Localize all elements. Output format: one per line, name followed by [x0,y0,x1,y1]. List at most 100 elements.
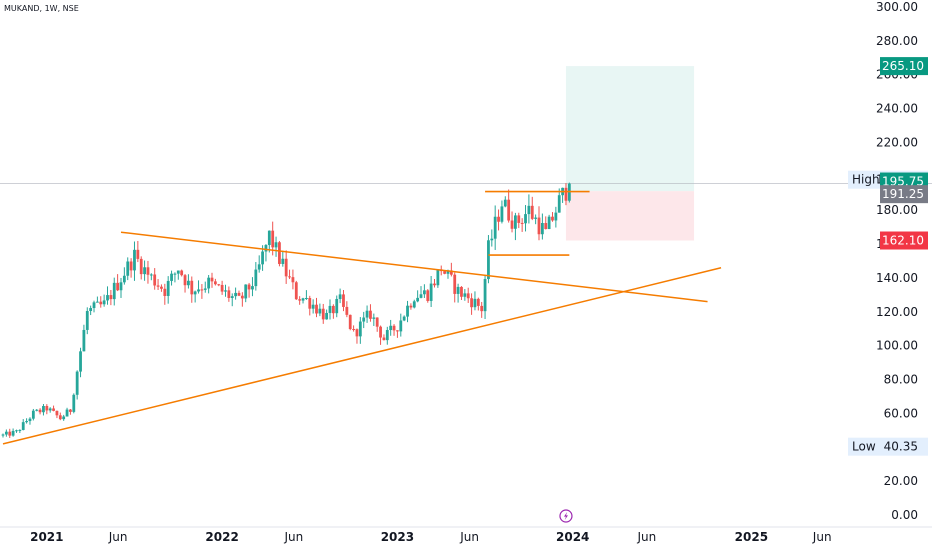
candle[interactable] [257,264,261,270]
candle[interactable] [564,187,568,201]
candle[interactable] [463,293,467,297]
candle[interactable] [45,406,49,411]
candle[interactable] [369,310,372,319]
candle[interactable] [197,289,200,292]
candle[interactable] [173,273,177,275]
candle[interactable] [389,325,393,331]
candle[interactable] [375,317,379,327]
candle[interactable] [487,240,490,280]
candle[interactable] [298,299,302,301]
candle[interactable] [89,308,93,312]
candle[interactable] [129,261,133,271]
candle[interactable] [156,285,160,287]
candle[interactable] [554,212,558,221]
candle[interactable] [325,312,329,320]
candle[interactable] [527,205,531,215]
candle[interactable] [187,280,190,286]
candle[interactable] [203,288,207,290]
candle[interactable] [436,269,440,286]
candle[interactable] [490,238,494,241]
candle[interactable] [261,251,264,265]
candle[interactable] [31,410,35,419]
candle[interactable] [372,317,376,319]
candle[interactable] [429,283,433,301]
candle[interactable] [126,261,130,276]
candle[interactable] [342,294,345,307]
candle[interactable] [220,284,224,292]
candle[interactable] [422,290,426,295]
candle[interactable] [207,277,211,289]
lightning-icon[interactable] [559,509,573,523]
candle[interactable] [69,409,72,412]
candle[interactable] [52,408,55,411]
candle[interactable] [524,214,527,224]
candle[interactable] [520,222,524,224]
candle[interactable] [58,415,62,420]
candle[interactable] [449,270,453,275]
candle[interactable] [382,337,386,341]
candle[interactable] [244,284,248,299]
candle[interactable] [534,217,538,219]
candle[interactable] [254,269,258,287]
trendline[interactable] [2,267,722,445]
candle[interactable] [92,302,96,309]
candle[interactable] [433,283,436,286]
candle[interactable] [4,431,8,435]
candle[interactable] [85,311,89,330]
trendline[interactable] [120,231,708,303]
candle[interactable] [338,294,342,299]
candle[interactable] [358,321,362,337]
candle[interactable] [308,298,312,309]
candle[interactable] [271,230,275,248]
candle[interactable] [213,281,217,285]
candle[interactable] [540,222,544,235]
candle[interactable] [166,280,170,296]
candle[interactable] [153,274,157,286]
candle[interactable] [95,301,99,303]
candle[interactable] [446,270,450,274]
candle[interactable] [419,294,423,298]
candle[interactable] [284,258,288,277]
candle[interactable] [497,216,500,222]
candle[interactable] [453,274,457,294]
candle[interactable] [264,245,268,252]
candle[interactable] [557,195,561,213]
candle[interactable] [193,291,197,295]
candle[interactable] [301,298,305,301]
candle[interactable] [28,418,32,422]
candle[interactable] [1,434,5,436]
candle[interactable] [510,220,514,229]
candle[interactable] [412,301,416,308]
candle[interactable] [365,310,369,318]
candle[interactable] [227,290,231,298]
candle[interactable] [18,429,22,431]
candle[interactable] [72,394,76,412]
candle[interactable] [116,282,120,291]
candle[interactable] [200,289,204,291]
candle[interactable] [251,286,254,290]
candle[interactable] [48,408,52,411]
candle[interactable] [38,409,42,413]
candle[interactable] [530,205,534,219]
candle[interactable] [362,317,366,322]
candle[interactable] [328,305,332,313]
candle[interactable] [331,305,335,314]
candle[interactable] [79,351,82,372]
candle[interactable] [281,258,285,264]
candle[interactable] [345,306,349,315]
candle[interactable] [183,275,187,286]
candle[interactable] [109,295,113,300]
candle[interactable] [348,314,352,330]
candle[interactable] [180,270,184,276]
candle[interactable] [139,258,143,275]
candle[interactable] [230,296,234,298]
candle[interactable] [392,325,396,331]
candle[interactable] [247,284,251,290]
candle[interactable] [143,267,146,275]
candle[interactable] [379,326,382,338]
candle[interactable] [507,199,511,221]
candle[interactable] [75,371,79,395]
candle[interactable] [21,422,25,430]
